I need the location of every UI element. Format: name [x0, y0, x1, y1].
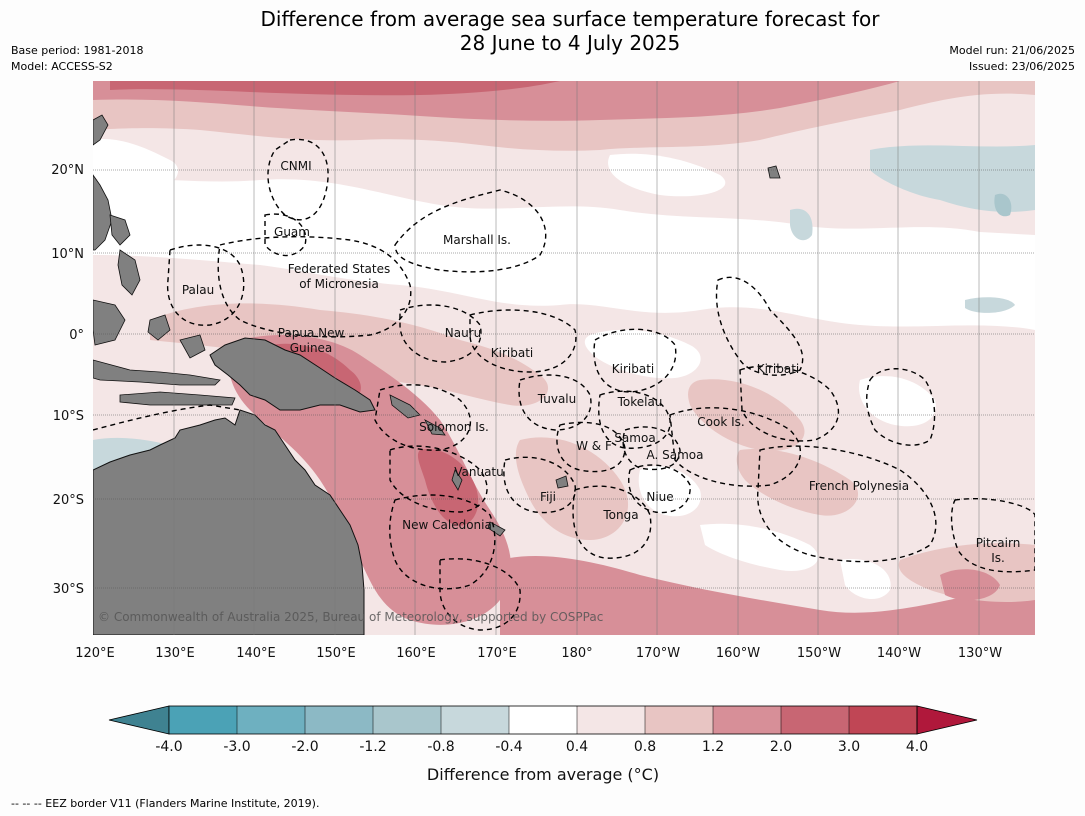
model-info: Base period: 1981-2018 Model: ACCESS-S2	[11, 43, 143, 75]
eez-label-cook-is: Cook Is.	[697, 415, 744, 429]
lon-axis-labels: 120°E 130°E 140°E 150°E 160°E 170°E 180°…	[75, 646, 1002, 661]
title-line-2: 28 June to 4 July 2025	[459, 31, 681, 55]
lat-label: 0°	[69, 328, 84, 343]
colorbar-high-extension	[916, 705, 978, 735]
lon-label: 120°E	[75, 646, 115, 661]
eez-label-kiribati-central: Kiribati	[612, 362, 654, 376]
colorbar-tick-label: 0.4	[566, 739, 588, 755]
eez-label-pitcairn-line1: Pitcairn	[976, 536, 1021, 550]
lon-label: 130°W	[958, 646, 1002, 661]
eez-label-kiribati-east: Kiribati	[757, 362, 799, 376]
colorbar-segment	[781, 706, 849, 734]
eez-label-french-polynesia: French Polynesia	[809, 479, 909, 493]
eez-label-niue: Niue	[646, 490, 673, 504]
colorbar-tick-label: 3.0	[838, 739, 860, 755]
eez-label-tonga: Tonga	[602, 508, 638, 522]
colorbar-tick-label: 0.8	[634, 739, 656, 755]
eez-label-marshall-is: Marshall Is.	[443, 233, 511, 247]
eez-label-kiribati-west: Kiribati	[491, 346, 533, 360]
eez-label-fsm-line1: Federated States	[288, 262, 390, 276]
eez-label-guam: Guam	[274, 225, 310, 239]
eez-label-samoa: Samoa	[614, 431, 655, 445]
colorbar-segment	[577, 706, 645, 734]
run-info: Model run: 21/06/2025 Issued: 23/06/2025	[949, 43, 1075, 75]
lat-label: 10°N	[51, 247, 84, 262]
eez-label-nauru: Nauru	[445, 326, 481, 340]
lat-label: 20°N	[51, 163, 84, 178]
colorbar-tick-label: -4.0	[155, 739, 182, 755]
lat-label: 30°S	[53, 582, 84, 597]
colorbar-tick-label: 1.2	[702, 739, 724, 755]
eez-borders	[93, 138, 1035, 631]
meridians	[173, 81, 980, 635]
colorbar-segment	[373, 706, 441, 734]
eez-label-fiji: Fiji	[540, 490, 556, 504]
lon-label: 180°	[561, 646, 592, 661]
eez-label-png-line2: Guinea	[290, 341, 333, 355]
lat-axis-labels: 20°N 10°N 0° 10°S 20°S 30°S	[51, 163, 84, 597]
lon-label: 140°E	[236, 646, 276, 661]
copyright-notice: © Commonwealth of Australia 2025, Bureau…	[98, 610, 603, 624]
eez-label-new-caledonia: New Caledonia	[402, 518, 492, 532]
colorbar-segment	[305, 706, 373, 734]
map-title: Difference from average sea surface temp…	[0, 7, 1085, 55]
colorbar-segment	[169, 706, 237, 734]
new-guinea-land	[209, 337, 376, 413]
australia-land	[93, 409, 365, 635]
colorbar-segment	[713, 706, 781, 734]
model-text: Model: ACCESS-S2	[11, 60, 113, 73]
colorbar-tick-label: -1.2	[359, 739, 386, 755]
graticule	[93, 169, 1035, 589]
lat-label: 20°S	[53, 493, 84, 508]
base-period-text: Base period: 1981-2018	[11, 44, 144, 57]
lon-label: 160°E	[396, 646, 436, 661]
eez-label-american-samoa: A. Samoa	[647, 448, 704, 462]
eez-label-pitcairn-line2: Is.	[991, 551, 1005, 565]
anomaly-field	[93, 81, 1035, 635]
lon-label: 150°E	[316, 646, 356, 661]
colorbar-segment	[849, 706, 917, 734]
colorbar-tick-label: -3.0	[223, 739, 250, 755]
colorbar: -4.0 -3.0 -2.0 -1.2 -0.8 -0.4 0.4 0.8 1.…	[108, 705, 978, 784]
model-run-text: Model run: 21/06/2025	[949, 44, 1075, 57]
colorbar-segment	[441, 706, 509, 734]
colorbar-title: Difference from average (°C)	[427, 765, 659, 784]
eez-label-wallis-futuna: W & F	[576, 439, 612, 453]
colorbar-tick-label: 2.0	[770, 739, 792, 755]
eez-label-vanuatu: Vanuatu	[454, 465, 504, 479]
eez-labels: CNMI Guam Marshall Is. Palau Federated S…	[182, 159, 1020, 565]
eez-label-cnmi: CNMI	[280, 159, 311, 173]
title-line-1: Difference from average sea surface temp…	[260, 7, 880, 31]
eez-label-tuvalu: Tuvalu	[537, 392, 577, 406]
eez-source-note: -- -- -- EEZ border V11 (Flanders Marine…	[11, 797, 320, 810]
colorbar-low-extension	[108, 705, 170, 735]
lat-label: 10°S	[53, 409, 84, 424]
lon-label: 130°E	[155, 646, 195, 661]
eez-label-png-line1: Papua New	[278, 326, 345, 340]
colorbar-segment	[237, 706, 305, 734]
issued-text: Issued: 23/06/2025	[968, 60, 1075, 73]
colorbar-segment	[645, 706, 713, 734]
lon-label: 140°W	[877, 646, 921, 661]
lon-label: 150°W	[797, 646, 841, 661]
eez-label-palau: Palau	[182, 283, 214, 297]
colorbar-tick-label: -2.0	[291, 739, 318, 755]
colorbar-tick-label: -0.4	[495, 739, 522, 755]
lon-label: 170°E	[477, 646, 517, 661]
colorbar-tick-label: 4.0	[906, 739, 928, 755]
colorbar-tick-label: -0.8	[427, 739, 454, 755]
lon-label: 170°W	[636, 646, 680, 661]
lon-label: 160°W	[716, 646, 760, 661]
eez-label-tokelau: Tokelau	[617, 395, 663, 409]
eez-label-solomon-is: Solomon Is.	[419, 420, 489, 434]
eez-label-fsm-line2: of Micronesia	[299, 277, 379, 291]
colorbar-segment	[509, 706, 577, 734]
